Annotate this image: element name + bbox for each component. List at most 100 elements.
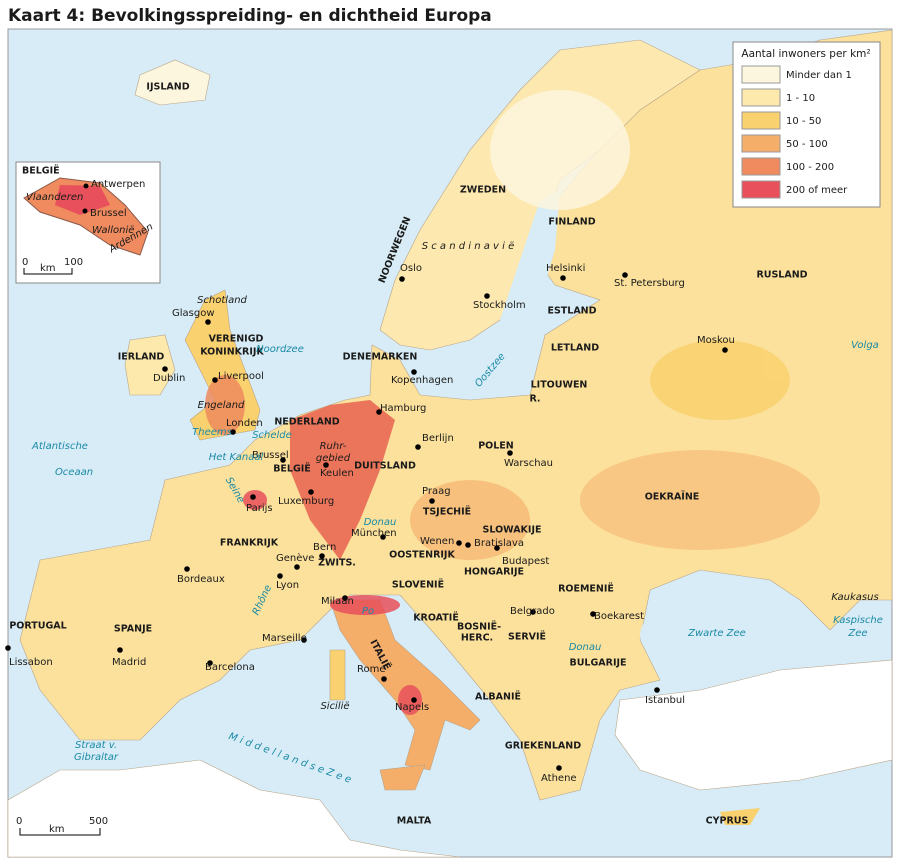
city-dot [117, 647, 123, 653]
density-area [205, 375, 245, 435]
city-dot [250, 494, 256, 500]
country-label: FINLAND [548, 217, 595, 228]
legend-swatch [741, 111, 781, 130]
legend-label: 50 - 100 [786, 139, 828, 150]
country-label: VERENIGD [209, 334, 264, 345]
city-dot [205, 319, 211, 325]
city-dot [162, 366, 168, 372]
density-areas [205, 90, 820, 715]
region-label: S c a n d i n a v i ë [422, 241, 515, 252]
country-label: LITOUWEN [531, 380, 588, 391]
land [329, 649, 346, 701]
city-dot [5, 645, 11, 651]
country-label: ROEMENIË [558, 584, 614, 595]
inset-scale-end: 100 [64, 257, 83, 268]
legend-label: 1 - 10 [786, 93, 815, 104]
legend-items: Minder dan 1 1 - 10 10 - 50 50 - 100 100 - 2… [741, 65, 852, 199]
city-label: Hamburg [380, 403, 426, 414]
city-label: Berlijn [422, 433, 454, 444]
scale-bar [19, 828, 101, 836]
city-label: Parijs [246, 503, 273, 514]
density-area [243, 490, 267, 510]
density-area [490, 90, 630, 210]
city-label: Luxemburg [278, 496, 334, 507]
density-area [290, 400, 395, 560]
land [329, 599, 481, 771]
legend-swatch [741, 88, 781, 107]
inset-title: BELGIË [22, 166, 60, 177]
country-label: HONGARIJE [464, 567, 524, 578]
city-dot [494, 545, 500, 551]
country-label: GRIEKENLAND [505, 741, 581, 752]
city-dot [308, 489, 314, 495]
city-dot [277, 573, 283, 579]
water-label: Volga [851, 340, 879, 351]
legend: Aantal inwoners per km² Minder dan 1 1 - … [732, 41, 881, 208]
city-label: Helsinki [546, 263, 585, 274]
density-area [650, 340, 790, 420]
city-label: Marseille [262, 633, 307, 644]
legend-swatch [741, 157, 781, 176]
city-dot [376, 409, 382, 415]
city-label: Genève [276, 552, 314, 564]
legend-swatch [741, 180, 781, 199]
country-label: OOSTENRIJK [389, 550, 455, 561]
city-dot [280, 457, 286, 463]
water-label: Donau [364, 517, 397, 528]
country-label: DENEMARKEN [343, 352, 418, 363]
region-label: Engeland [198, 400, 245, 411]
city-label: Budapest [502, 556, 549, 567]
legend-label: 200 of meer [786, 185, 848, 196]
density-area [398, 685, 422, 715]
city-label: Napels [395, 702, 429, 713]
water-label: Schelde [252, 430, 292, 441]
city-label: Kopenhagen [391, 375, 453, 386]
water-label: Donau [569, 642, 602, 653]
density-area [330, 595, 400, 615]
inset-city: Brussel [90, 208, 127, 219]
city-dot [381, 676, 387, 682]
country-label: ZWEDEN [460, 185, 506, 196]
city-dot [294, 564, 300, 570]
country-label: ZWITS. [318, 558, 356, 569]
country-label: DUITSLAND [354, 461, 416, 472]
city-dot [83, 183, 89, 189]
city-dot [301, 637, 307, 643]
country-label: TSJECHIË [423, 507, 471, 518]
country-label: POLEN [478, 441, 514, 452]
land [124, 334, 176, 396]
city-label: Istanbul [645, 695, 685, 706]
country-label: ESTLAND [547, 306, 596, 317]
legend-label: Minder dan 1 [786, 70, 852, 81]
city-label: München [351, 528, 397, 539]
city-dot [230, 429, 236, 435]
legend-swatch [741, 65, 781, 84]
inset-region: Wallonië [92, 225, 134, 236]
city-dot [465, 542, 471, 548]
city-label: Praag [422, 486, 451, 497]
inset-scale-bar [23, 268, 73, 275]
city-dot [207, 660, 213, 666]
city-dot [654, 687, 660, 693]
water-label: Kaspische [833, 615, 883, 626]
country-label: PORTUGAL [9, 621, 66, 632]
water-label: Theems [192, 427, 232, 438]
city-dot [560, 275, 566, 281]
water-label: Oceaan [55, 467, 93, 478]
country-label: IERLAND [118, 352, 165, 363]
country-label: BELGIË [273, 464, 311, 475]
city-dot [530, 609, 536, 615]
land [720, 808, 760, 825]
inset-belgium [23, 177, 149, 256]
city-label: Madrid [112, 657, 146, 668]
country-label: FRANKRIJK [220, 538, 279, 549]
inset-scale-unit: km [40, 263, 56, 274]
country-label: IJSLAND [146, 82, 189, 93]
city-label: Lyon [276, 580, 299, 591]
region-label: Kaukasus [831, 592, 878, 603]
city-label: Barcelona [205, 662, 255, 673]
legend-title: Aantal inwoners per km² [741, 48, 870, 60]
city-label: Brussel [252, 450, 289, 461]
legend-label: 100 - 200 [786, 162, 834, 173]
